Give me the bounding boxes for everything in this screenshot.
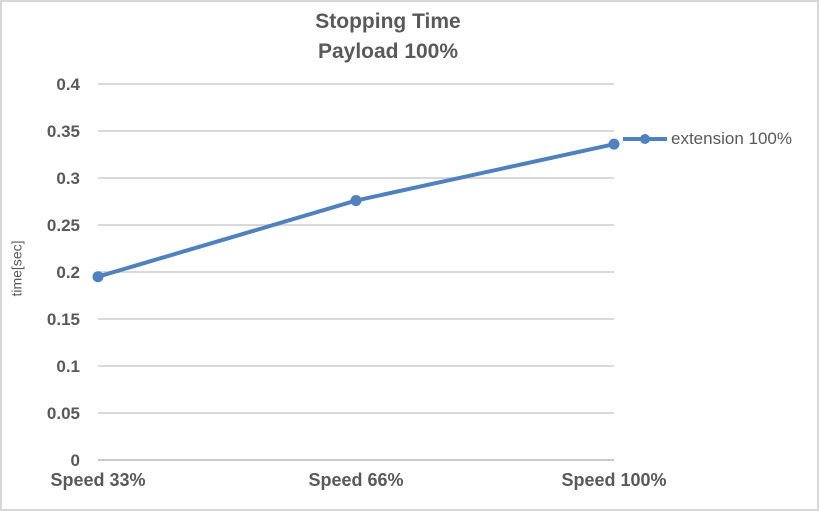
legend: extension 100% xyxy=(623,127,792,151)
chart-title-line2: Payload 100% xyxy=(317,40,459,63)
y-tick-label: 0.05 xyxy=(47,404,80,423)
y-tick-label: 0.15 xyxy=(47,310,80,329)
data-point-marker xyxy=(92,271,104,283)
data-point-marker xyxy=(608,138,620,150)
data-point-marker xyxy=(350,195,362,207)
y-tick-label: 0.25 xyxy=(47,216,80,235)
series-line xyxy=(96,142,616,279)
y-tick-label: 0.4 xyxy=(56,75,80,94)
chart-title-line1: Stopping Time xyxy=(315,10,461,33)
legend-label: extension 100% xyxy=(671,129,792,148)
y-tick-label: 0 xyxy=(71,451,80,470)
y-tick-label: 0.1 xyxy=(56,357,80,376)
y-tick-label: 0.35 xyxy=(47,122,80,141)
x-category-label: Speed 33% xyxy=(50,470,145,490)
x-category-label: Speed 100% xyxy=(561,470,666,490)
y-tick-label: 0.3 xyxy=(56,169,80,188)
x-category-label: Speed 66% xyxy=(308,470,403,490)
y-tick-label: 0.2 xyxy=(56,263,80,282)
chart-title: Stopping Time Payload 100% xyxy=(2,7,774,67)
legend-line-marker-icon xyxy=(623,134,667,144)
